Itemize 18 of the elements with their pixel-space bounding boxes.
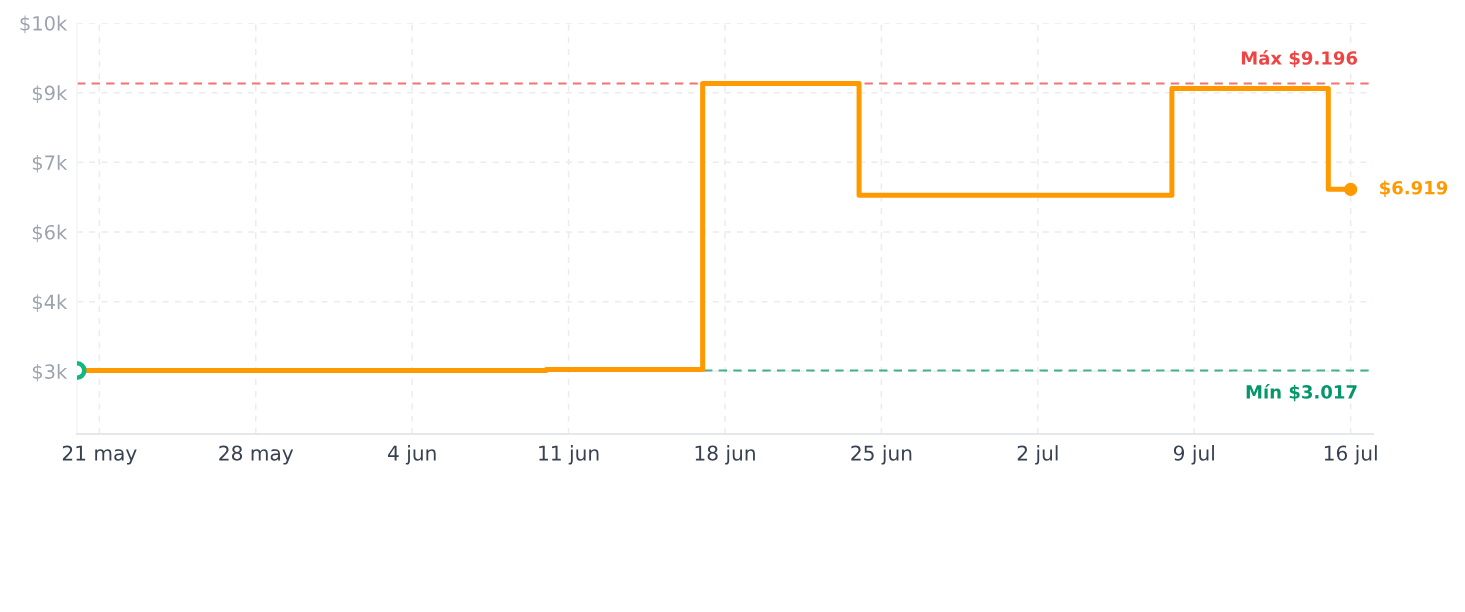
ref-line-label: Mín $3.017 xyxy=(1246,384,1357,402)
annotation: $6.919 xyxy=(1380,180,1448,197)
y-tick-label: $4k xyxy=(32,294,68,312)
y-tick-label: $3k xyxy=(32,363,68,382)
x-tick-label: 18 jun xyxy=(695,445,755,465)
x-tick-label: 9 jul xyxy=(1173,445,1214,465)
y-tick-label: $10k xyxy=(20,15,68,34)
x-tick-label: 11 jun xyxy=(539,445,599,465)
x-tick-label: 16 jul xyxy=(1324,445,1377,465)
x-tick-label: 21 may xyxy=(62,445,137,465)
ref-line-label: Máx $9.196 xyxy=(1241,50,1358,68)
y-tick-label: $6k xyxy=(32,224,68,243)
x-tick-label: 25 jun xyxy=(851,445,912,465)
y-tick-label: $9k xyxy=(32,85,68,103)
x-tick-label: 2 jul xyxy=(1017,445,1058,465)
x-tick-label: 28 may xyxy=(219,445,294,465)
y-tick-label: $7k xyxy=(32,154,68,173)
x-tick-label: 4 jun xyxy=(387,445,436,465)
